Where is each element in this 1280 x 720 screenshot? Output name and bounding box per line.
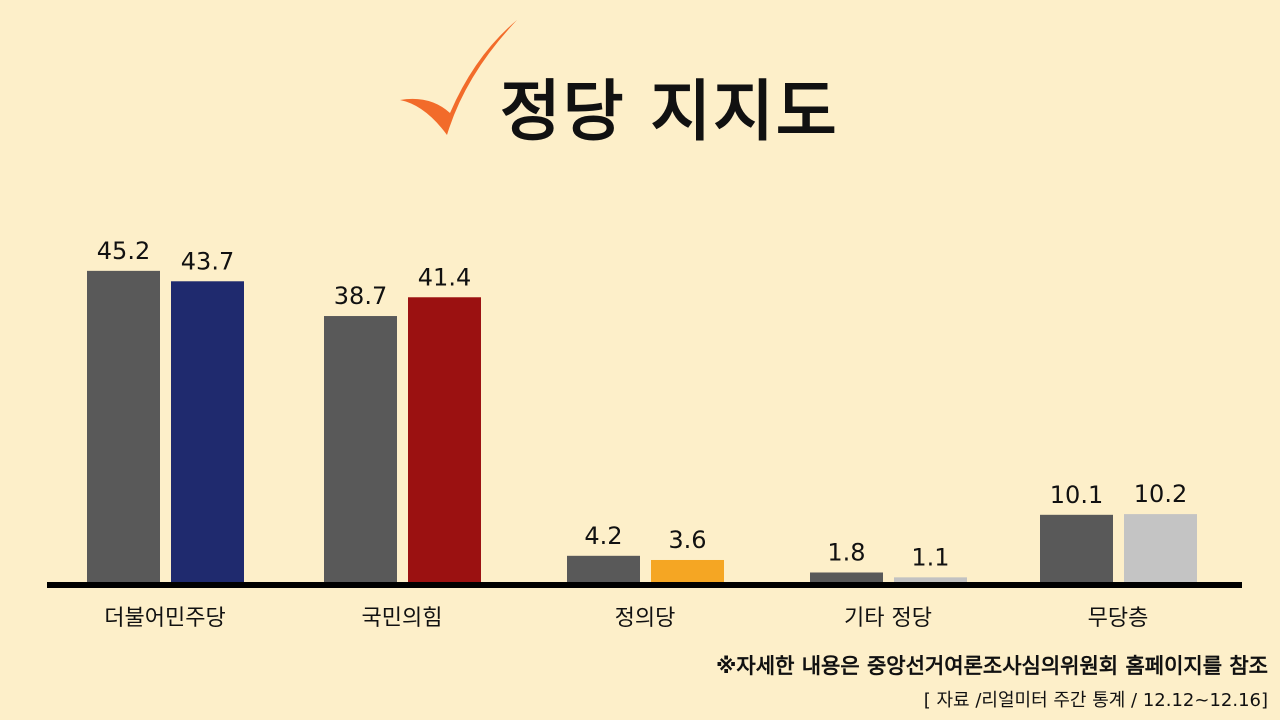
bar-1-0 xyxy=(324,316,397,585)
data-label: 45.2 xyxy=(97,237,150,265)
source-note: [ 자료 /리얼미터 주간 통계 / 12.12~12.16] xyxy=(923,690,1268,711)
footnote: ※자세한 내용은 중앙선거여론조사심의위원회 홈페이지를 참조 xyxy=(716,654,1268,678)
bar-1-1 xyxy=(408,297,481,585)
category-label: 더불어민주당 xyxy=(104,606,225,631)
bar-2-1 xyxy=(651,559,724,585)
category-label: 기타 정당 xyxy=(844,606,932,631)
category-label: 무당층 xyxy=(1088,606,1149,631)
bar-4-0 xyxy=(1040,514,1113,585)
x-axis-line xyxy=(47,582,1242,588)
data-label: 41.4 xyxy=(418,263,471,291)
data-label: 3.6 xyxy=(668,526,706,554)
category-label: 정의당 xyxy=(615,606,676,631)
bar-0-1 xyxy=(171,281,244,585)
bar-4-1 xyxy=(1124,514,1197,585)
bar-2-0 xyxy=(567,555,640,585)
bar-chart: 45.2 43.7 더불어민주당 38.7 41.4 국민의힘 4.2 3.6 정의당 1.8 1.… xyxy=(47,237,1242,631)
data-label: 1.1 xyxy=(911,543,949,571)
page-title: 정당 지지도 xyxy=(500,73,839,150)
data-label: 1.8 xyxy=(827,538,865,566)
bar-3-0 xyxy=(810,572,883,585)
check-mark-icon xyxy=(400,20,517,135)
bar-0-0 xyxy=(87,270,160,585)
data-label: 10.2 xyxy=(1134,480,1187,508)
data-label: 10.1 xyxy=(1050,481,1103,509)
bar-3-1 xyxy=(894,577,967,585)
category-label: 국민의힘 xyxy=(362,606,443,631)
data-label: 38.7 xyxy=(334,282,387,310)
data-label: 4.2 xyxy=(584,522,622,550)
data-label: 43.7 xyxy=(181,247,234,275)
